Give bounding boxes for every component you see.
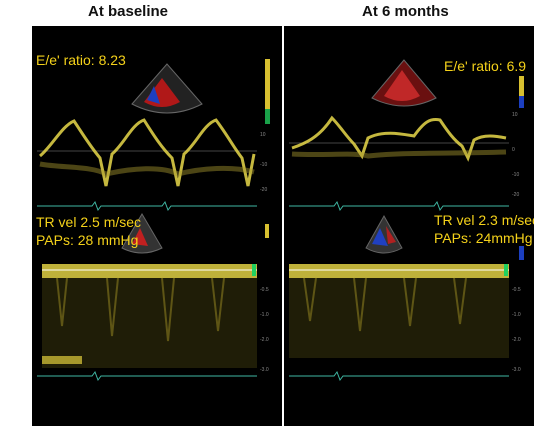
six-months-paps-label: PAPs: 24mmHg	[434, 230, 533, 246]
svg-text:10: 10	[260, 132, 266, 138]
svg-text:-1.0: -1.0	[260, 312, 269, 318]
header-baseline: At baseline	[88, 3, 169, 20]
svg-text:-1.0: -1.0	[512, 312, 521, 318]
svg-text:10: 10	[512, 112, 518, 118]
svg-text:-3.0: -3.0	[260, 367, 269, 373]
svg-text:-3.0: -3.0	[512, 367, 521, 373]
svg-text:-10: -10	[260, 162, 267, 168]
svg-text:-0.5: -0.5	[512, 287, 521, 293]
baseline-ee-ratio-label: E/e' ratio: 8.23	[36, 52, 126, 68]
svg-text:-10: -10	[512, 172, 519, 178]
svg-text:-2.0: -2.0	[260, 337, 269, 343]
header-six-months: At 6 months	[362, 3, 449, 20]
baseline-doppler-image: 10 -10 -20 -0.5 -1.0 -2.0 -3.0	[37, 59, 270, 382]
six-months-echo-panel: 10 0 -10 -20 -0.5 -1.0 -2.0 -3.0 E/e' ratio: 6…	[284, 26, 534, 426]
baseline-echo-panel: 10 -10 -20 -0.5 -1.0 -2.0 -3.0 E/e' ratio: 8.…	[32, 26, 282, 426]
svg-text:-20: -20	[512, 192, 519, 198]
baseline-tr-velocity-label: TR vel 2.5 m/sec	[36, 214, 142, 230]
baseline-paps-label: PAPs: 28 mmHg	[36, 232, 139, 248]
svg-text:-20: -20	[260, 187, 267, 193]
svg-text:-2.0: -2.0	[512, 337, 521, 343]
svg-text:0: 0	[512, 147, 515, 153]
six-months-ee-ratio-label: E/e' ratio: 6.9	[444, 58, 527, 74]
svg-text:-0.5: -0.5	[260, 287, 269, 293]
six-months-doppler-image: 10 0 -10 -20 -0.5 -1.0 -2.0 -3.0	[289, 59, 524, 382]
six-months-tr-velocity-label: TR vel 2.3 m/sec	[434, 212, 534, 228]
